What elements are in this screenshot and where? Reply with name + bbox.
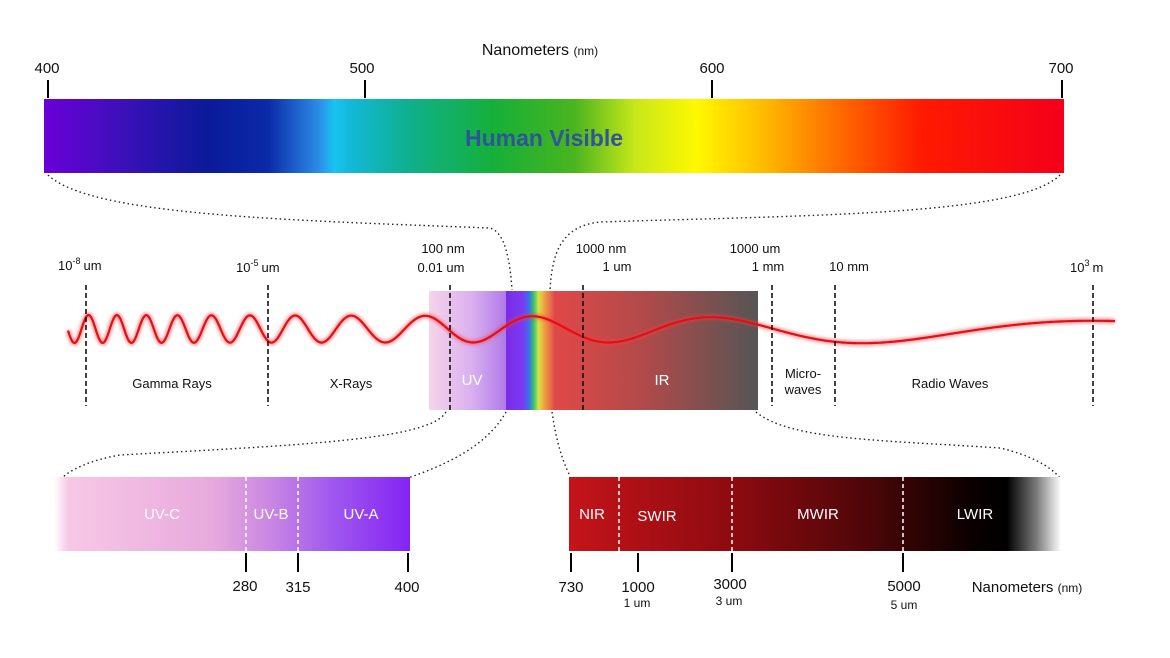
band-ir: IR bbox=[655, 372, 670, 389]
ir-tick-sub-5um: 5 um bbox=[891, 598, 918, 612]
visible-spectrum-bar bbox=[44, 99, 1064, 173]
nir-label: NIR bbox=[579, 506, 605, 523]
boundary-radio-end: 103 m bbox=[1070, 258, 1103, 275]
ir-tick-label-3000: 3000 bbox=[713, 576, 746, 593]
boundary-xray-start: 10-5 um bbox=[236, 258, 280, 275]
uv-band-box bbox=[429, 291, 506, 410]
boundary-labels: 10-8 um 10-5 um 100 nm 0.01 um 1000 nm 1 u… bbox=[58, 241, 1103, 275]
connector-ir-right bbox=[755, 411, 1061, 479]
ir-axis-title: Nanometers (nm) bbox=[972, 579, 1083, 596]
band-radio-waves: Radio Waves bbox=[912, 376, 989, 391]
connector-ir-left bbox=[551, 411, 571, 477]
ir-tick-sub-1um: 1 um bbox=[624, 596, 651, 610]
uv-tick-label-315: 315 bbox=[285, 579, 310, 596]
ir-tick-sub-3um: 3 um bbox=[716, 594, 743, 608]
uv-a-label: UV-A bbox=[343, 506, 378, 523]
tick-label-700: 700 bbox=[1048, 60, 1073, 77]
band-uv: UV bbox=[462, 372, 483, 389]
ir-band-box bbox=[554, 291, 758, 410]
ir-tick-label-1000: 1000 bbox=[621, 579, 654, 596]
visible-band-box bbox=[506, 291, 554, 410]
uv-tick-label-400: 400 bbox=[394, 579, 419, 596]
uv-b-label: UV-B bbox=[253, 506, 288, 523]
band-microwaves-line1: Micro- bbox=[785, 366, 821, 381]
connector-uv-left bbox=[61, 411, 447, 479]
connector-left bbox=[47, 174, 513, 291]
ir-detail-bar bbox=[569, 477, 1061, 551]
spectrum-section: 10-8 um 10-5 um 100 nm 0.01 um 1000 nm 1 u… bbox=[58, 241, 1115, 410]
detail-connector-lines bbox=[61, 411, 1061, 479]
boundary-uv-start-um: 0.01 um bbox=[418, 260, 465, 275]
boundary-gamma-start: 10-8 um bbox=[58, 256, 102, 273]
tick-label-500: 500 bbox=[349, 60, 374, 77]
human-visible-label: Human Visible bbox=[465, 125, 623, 151]
boundary-ir-start-nm: 1000 nm bbox=[576, 241, 627, 256]
boundary-ir-start-um: 1 um bbox=[603, 259, 632, 274]
band-microwaves-line2: waves bbox=[784, 382, 822, 397]
uv-detail-section: UV-C UV-B UV-A 280 315 400 bbox=[54, 477, 420, 596]
tick-label-600: 600 bbox=[699, 60, 724, 77]
ir-detail-section: NIR SWIR MWIR LWIR 730 1000 1 um 3000 3 … bbox=[558, 477, 1082, 612]
boundary-radio-start: 10 mm bbox=[829, 259, 869, 274]
uv-tick-label-280: 280 bbox=[232, 578, 257, 595]
boundary-micro-start-um: 1000 um bbox=[730, 241, 781, 256]
boundary-uv-start-nm: 100 nm bbox=[421, 241, 464, 256]
uv-c-label: UV-C bbox=[144, 506, 180, 523]
uv-detail-bar bbox=[54, 477, 410, 551]
band-gamma-rays: Gamma Rays bbox=[132, 376, 212, 391]
lwir-label: LWIR bbox=[957, 506, 994, 523]
visible-axis-title: Nanometers (nm) bbox=[482, 42, 598, 59]
band-x-rays: X-Rays bbox=[330, 376, 373, 391]
em-wave bbox=[66, 313, 1115, 345]
boundary-lines bbox=[85, 285, 1094, 410]
tick-label-400: 400 bbox=[34, 60, 59, 77]
swir-label: SWIR bbox=[637, 508, 676, 525]
mwir-label: MWIR bbox=[797, 506, 839, 523]
boundary-micro-start-mm: 1 mm bbox=[752, 259, 785, 274]
ir-tick-label-5000: 5000 bbox=[887, 578, 920, 595]
ir-tick-label-730: 730 bbox=[558, 579, 583, 596]
visible-connector-lines bbox=[47, 174, 1061, 291]
visible-ticks: 400 500 600 700 bbox=[34, 60, 1074, 98]
visible-section: Nanometers (nm) 400 500 600 700 Human Vi… bbox=[34, 42, 1074, 291]
connector-uv-right bbox=[407, 411, 507, 479]
